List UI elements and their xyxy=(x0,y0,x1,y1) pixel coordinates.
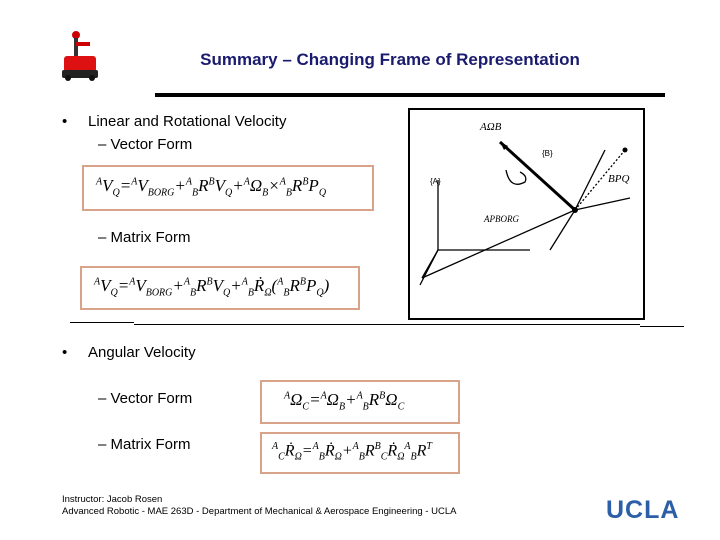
footer-instructor: Instructor: Jacob Rosen xyxy=(62,494,163,505)
robot-logo xyxy=(62,31,98,81)
separator-left xyxy=(70,322,134,323)
ucla-logo: UCLA xyxy=(606,496,680,524)
sub-vector-form-1: – Vector Form xyxy=(98,136,193,153)
diagram-label-frame-b: {B} xyxy=(542,149,553,158)
equation-linear-vector: AVQ=AVBORG+ABRBVQ+AΩB×ABRBPQ xyxy=(96,176,327,199)
diagram-label-p-b: BPQ xyxy=(608,173,629,185)
sub-matrix-form-1: – Matrix Form xyxy=(98,229,191,246)
equation-linear-matrix: AVQ=AVBORG+ABRBVQ+ABṘΩ(ABRBPQ) xyxy=(94,276,330,299)
frames-diagram: AΩB {B} {A} BPQ APBORG xyxy=(408,108,645,320)
diagram-label-borg: APBORG xyxy=(483,214,519,224)
equation-angular-matrix: ACṘΩ=ABṘΩ+ABRBCṘΩABRT xyxy=(272,441,432,463)
equation-box-angular-matrix: ACṘΩ=ABṘΩ+ABRBCṘΩABRT xyxy=(260,432,460,474)
diagram-label-frame-a: {A} xyxy=(430,177,441,186)
diagram-label-omega: AΩB xyxy=(479,121,502,133)
sub-matrix-form-2: – Matrix Form xyxy=(98,436,191,453)
footer: Instructor: Jacob Rosen Advanced Robotic… xyxy=(62,494,456,518)
sub-vector-form-2: – Vector Form xyxy=(98,390,193,407)
frames-diagram-svg: AΩB {B} {A} BPQ APBORG xyxy=(419,121,631,286)
separator-right xyxy=(640,326,684,327)
bullet-dot: • xyxy=(62,344,68,361)
footer-course: Advanced Robotic - MAE 263D - Department… xyxy=(62,506,457,517)
equation-box-linear-matrix: AVQ=AVBORG+ABRBVQ+ABṘΩ(ABRBPQ) xyxy=(80,266,360,310)
equation-angular-vector: AΩC=AΩB+ABRBΩC xyxy=(284,390,405,413)
bullet-dot: • xyxy=(62,113,68,130)
separator-middle xyxy=(134,324,640,325)
equation-box-linear-vector: AVQ=AVBORG+ABRBVQ+AΩB×ABRBPQ xyxy=(82,165,374,211)
bullet-linear-rotational: Linear and Rotational Velocity xyxy=(88,113,287,130)
slide-title: Summary – Changing Frame of Representati… xyxy=(200,50,580,69)
bullet-angular-velocity: Angular Velocity xyxy=(88,344,196,361)
equation-box-angular-vector: AΩC=AΩB+ABRBΩC xyxy=(260,380,460,424)
title-underline xyxy=(155,93,665,97)
